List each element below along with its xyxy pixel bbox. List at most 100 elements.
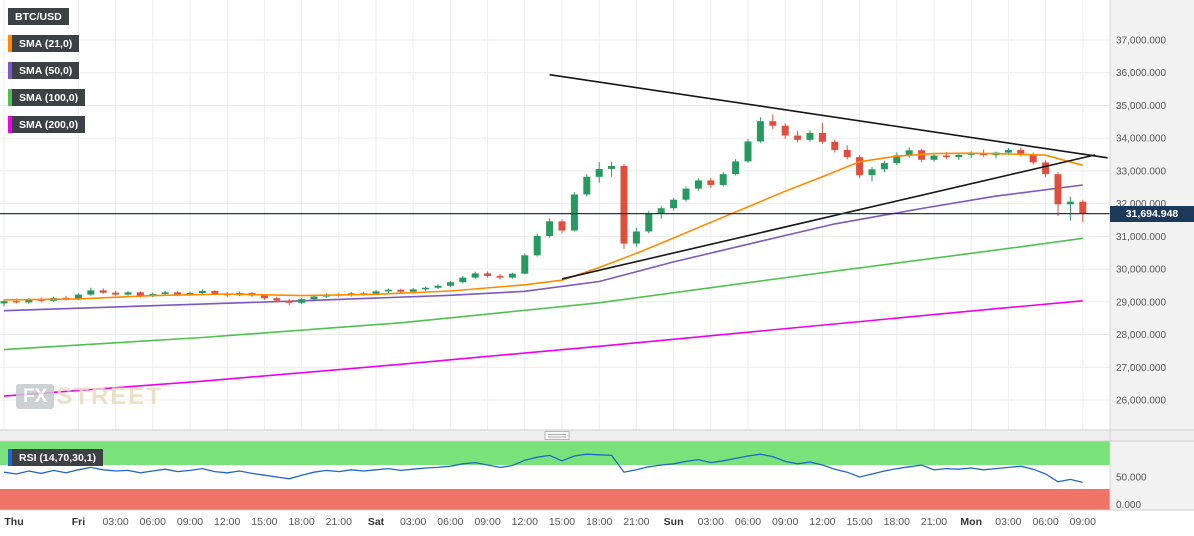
time-axis-label: 06:00 xyxy=(437,516,463,528)
time-axis-label: 12:00 xyxy=(809,516,835,528)
candle-body xyxy=(930,155,938,160)
time-axis-label: 09:00 xyxy=(772,516,798,528)
candle-body xyxy=(905,150,913,156)
time-axis-label: Mon xyxy=(960,516,982,528)
candle-body xyxy=(794,135,802,140)
candle-body xyxy=(260,295,268,299)
rsi-axis-label: 50.000 xyxy=(1116,473,1147,484)
candle-body xyxy=(533,236,541,256)
candle-body xyxy=(744,141,752,162)
trendline-ascending[interactable] xyxy=(561,154,1096,280)
candle-body xyxy=(868,169,876,176)
indicator-badge-sma100[interactable]: SMA (100,0) xyxy=(8,89,86,106)
candle-body xyxy=(186,292,194,295)
candle-body xyxy=(707,180,715,185)
indicator-badge-sma21[interactable]: SMA (21,0) xyxy=(8,35,80,52)
candle-body xyxy=(880,163,888,170)
time-axis-label: 06:00 xyxy=(1032,516,1058,528)
candle-body xyxy=(409,289,417,292)
candle-body xyxy=(818,132,826,142)
price-axis-label: 35,000.000 xyxy=(1116,101,1166,112)
sma100-label: SMA (100,0) xyxy=(12,89,86,106)
candle-body xyxy=(87,290,95,295)
indicator-badge-sma200[interactable]: SMA (200,0) xyxy=(8,116,86,133)
candle-body xyxy=(310,296,318,300)
candle-body xyxy=(682,188,690,200)
rsi-panel[interactable] xyxy=(0,441,1110,510)
rsi-label: RSI (14,70,30,1) xyxy=(12,449,104,466)
candle-body xyxy=(397,289,405,292)
time-axis-label: 03:00 xyxy=(698,516,724,528)
candle-body xyxy=(174,292,182,295)
candle-body xyxy=(657,208,665,214)
splitter-grip[interactable] xyxy=(544,431,570,440)
time-axis-label: 21:00 xyxy=(921,516,947,528)
indicator-badge-rsi[interactable]: RSI (14,70,30,1) xyxy=(8,449,104,466)
candle-body xyxy=(198,291,206,293)
candle-body xyxy=(124,292,132,295)
sma-100-line xyxy=(3,237,1083,351)
time-axis-label: 03:00 xyxy=(995,516,1021,528)
candle-body xyxy=(694,180,702,189)
candle-body xyxy=(471,273,479,278)
trendline-descending[interactable] xyxy=(549,73,1108,159)
candle-body xyxy=(285,300,293,303)
candle-body xyxy=(831,141,839,150)
candlestick-series xyxy=(0,114,1087,307)
candle-body xyxy=(12,301,20,303)
time-axis-label: 18:00 xyxy=(288,516,314,528)
candle-body xyxy=(732,161,740,175)
price-axis-label: 29,000.000 xyxy=(1116,297,1166,308)
candle-body xyxy=(434,285,442,288)
rsi-oversold-band xyxy=(0,489,1110,510)
candle-body xyxy=(893,155,901,164)
candle-body xyxy=(496,275,504,278)
rsi-color-strip xyxy=(8,449,12,466)
time-axis-label: 18:00 xyxy=(884,516,910,528)
candle-body xyxy=(670,199,678,209)
candle-body xyxy=(756,121,764,142)
price-axis-label: 37,000.000 xyxy=(1116,36,1166,47)
sma21-layer xyxy=(3,152,1084,301)
time-axis-label: 21:00 xyxy=(623,516,649,528)
time-axis-label: 09:00 xyxy=(177,516,203,528)
time-axis-label: 15:00 xyxy=(846,516,872,528)
time-axis-label: 12:00 xyxy=(214,516,240,528)
candle-body xyxy=(459,277,467,283)
price-axis-label: 30,000.000 xyxy=(1116,265,1166,276)
candle-body xyxy=(843,149,851,158)
candle-body xyxy=(161,292,169,294)
rsi-line xyxy=(3,453,1083,484)
time-axis-label: 15:00 xyxy=(251,516,277,528)
time-axis-label: 09:00 xyxy=(1070,516,1096,528)
candle-body xyxy=(1066,201,1074,205)
candle-body xyxy=(112,292,120,295)
candle-body xyxy=(781,125,789,136)
candle-body xyxy=(942,155,950,158)
candle-body xyxy=(1054,174,1062,205)
candle-body xyxy=(1042,162,1050,175)
splitter-handle[interactable] xyxy=(544,431,570,440)
candle-body xyxy=(967,153,975,155)
candle-body xyxy=(856,157,864,176)
candle-body xyxy=(583,176,591,195)
price-axis[interactable]: 37,000.000 36,000.000 35,000.000 34,000.000… xyxy=(1116,36,1166,512)
symbol-badge-label: BTC/USD xyxy=(8,8,69,25)
time-axis-label: 06:00 xyxy=(140,516,166,528)
candle-body xyxy=(0,301,8,304)
time-axis[interactable]: Thu Fri 03:00 06:00 09:00 12:00 15:00 18:00 21:0… xyxy=(4,516,1096,528)
indicator-badge-sma50[interactable]: SMA (50,0) xyxy=(8,62,80,79)
candle-body xyxy=(521,255,529,274)
price-axis-label: 32,000.000 xyxy=(1116,199,1166,210)
candle-body xyxy=(1029,154,1037,163)
price-axis-background xyxy=(1110,0,1194,510)
sma200-label: SMA (200,0) xyxy=(12,116,86,133)
trend-lines[interactable] xyxy=(549,73,1108,280)
time-axis-label: Fri xyxy=(72,516,86,528)
candle-body xyxy=(558,221,566,231)
candle-body xyxy=(446,282,454,286)
grid-lines xyxy=(0,0,1110,430)
sma50-label: SMA (50,0) xyxy=(12,62,80,79)
candle-body xyxy=(74,294,82,300)
